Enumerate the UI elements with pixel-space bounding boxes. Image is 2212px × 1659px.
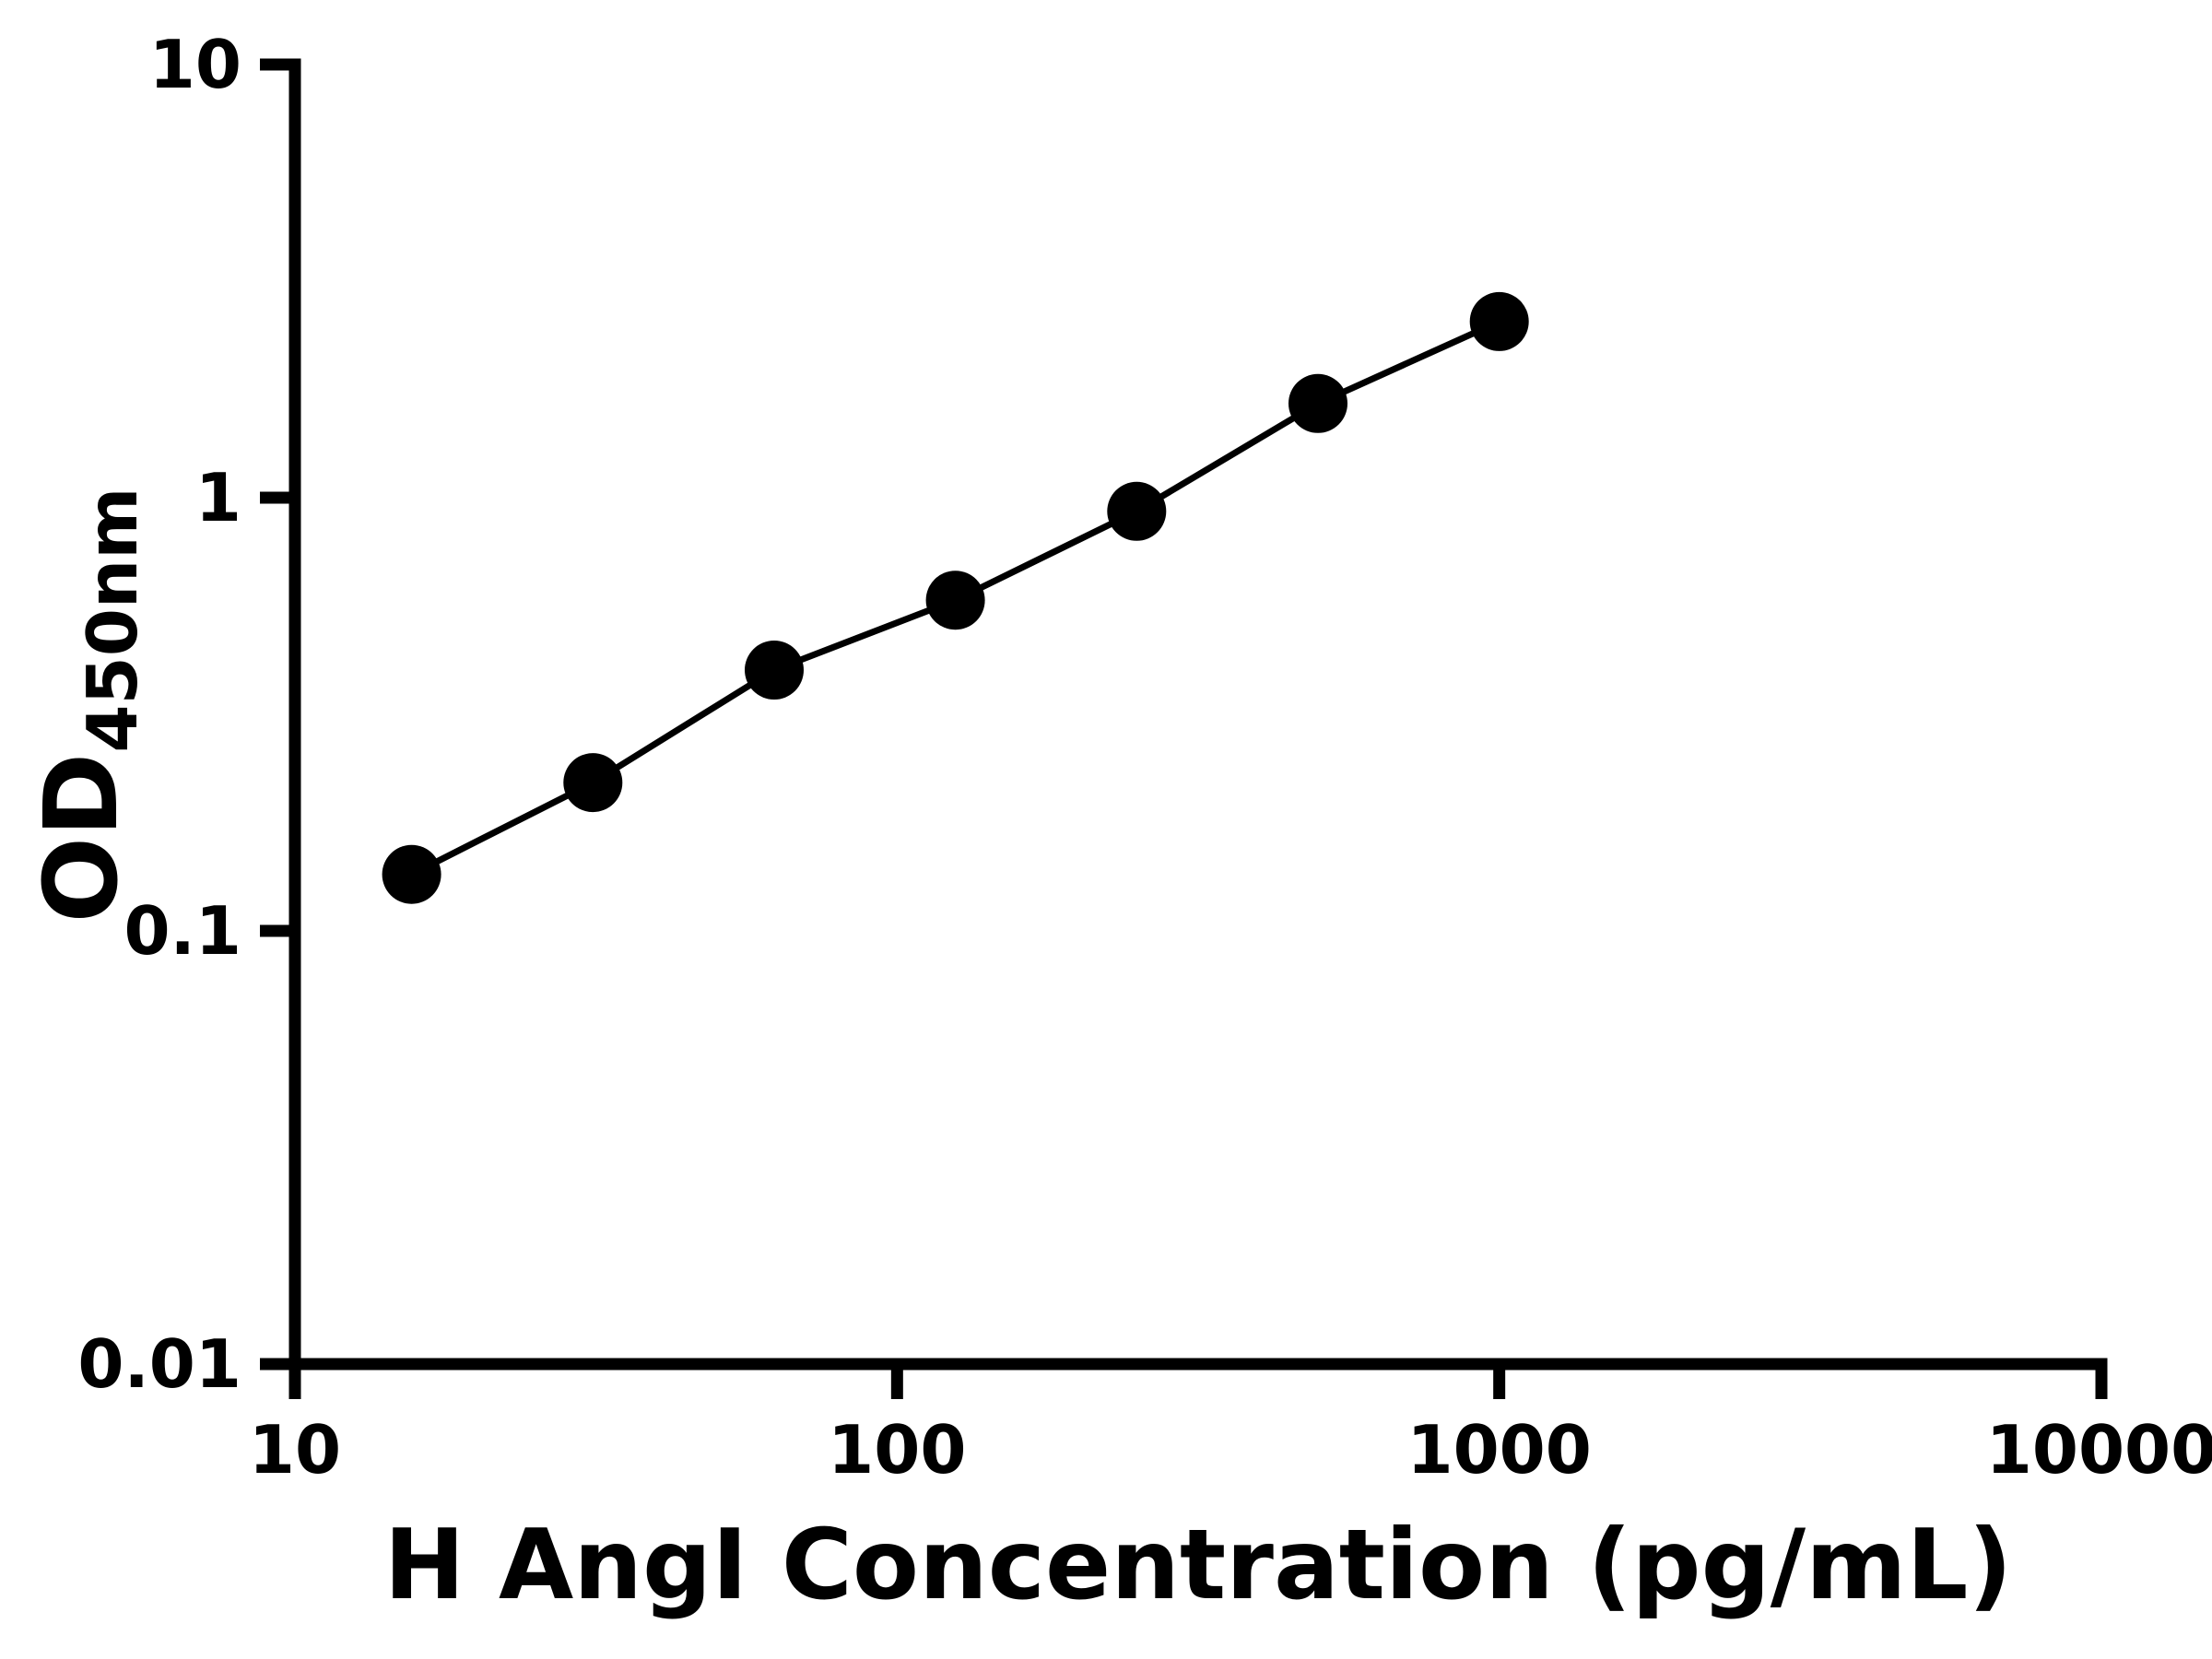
data-point [1107,481,1167,541]
data-point [563,753,623,813]
axes-spine [288,58,2108,1371]
x-tick-label: 1000 [1406,1411,1591,1488]
y-axis-title-sub: 450nm [72,487,153,753]
x-tick-label: 100 [828,1411,966,1488]
data-point [745,641,804,700]
y-axis-title: OD450nm [22,488,153,924]
y-tick-label: 0.1 [124,892,241,970]
data-point [925,571,985,630]
y-tick-label: 0.01 [77,1325,241,1403]
x-tick-label: 10000 [1986,1411,2212,1488]
data-point [1288,373,1347,433]
x-tick-label: 10 [249,1411,341,1488]
data-point [382,844,441,904]
data-point [1469,291,1529,351]
x-axis-title: H AngI Concentration (pg/mL) [383,1509,2013,1621]
y-tick-label: 1 [195,459,241,536]
y-axis-title-main: OD [22,752,140,924]
y-tick-label: 10 [149,26,241,103]
